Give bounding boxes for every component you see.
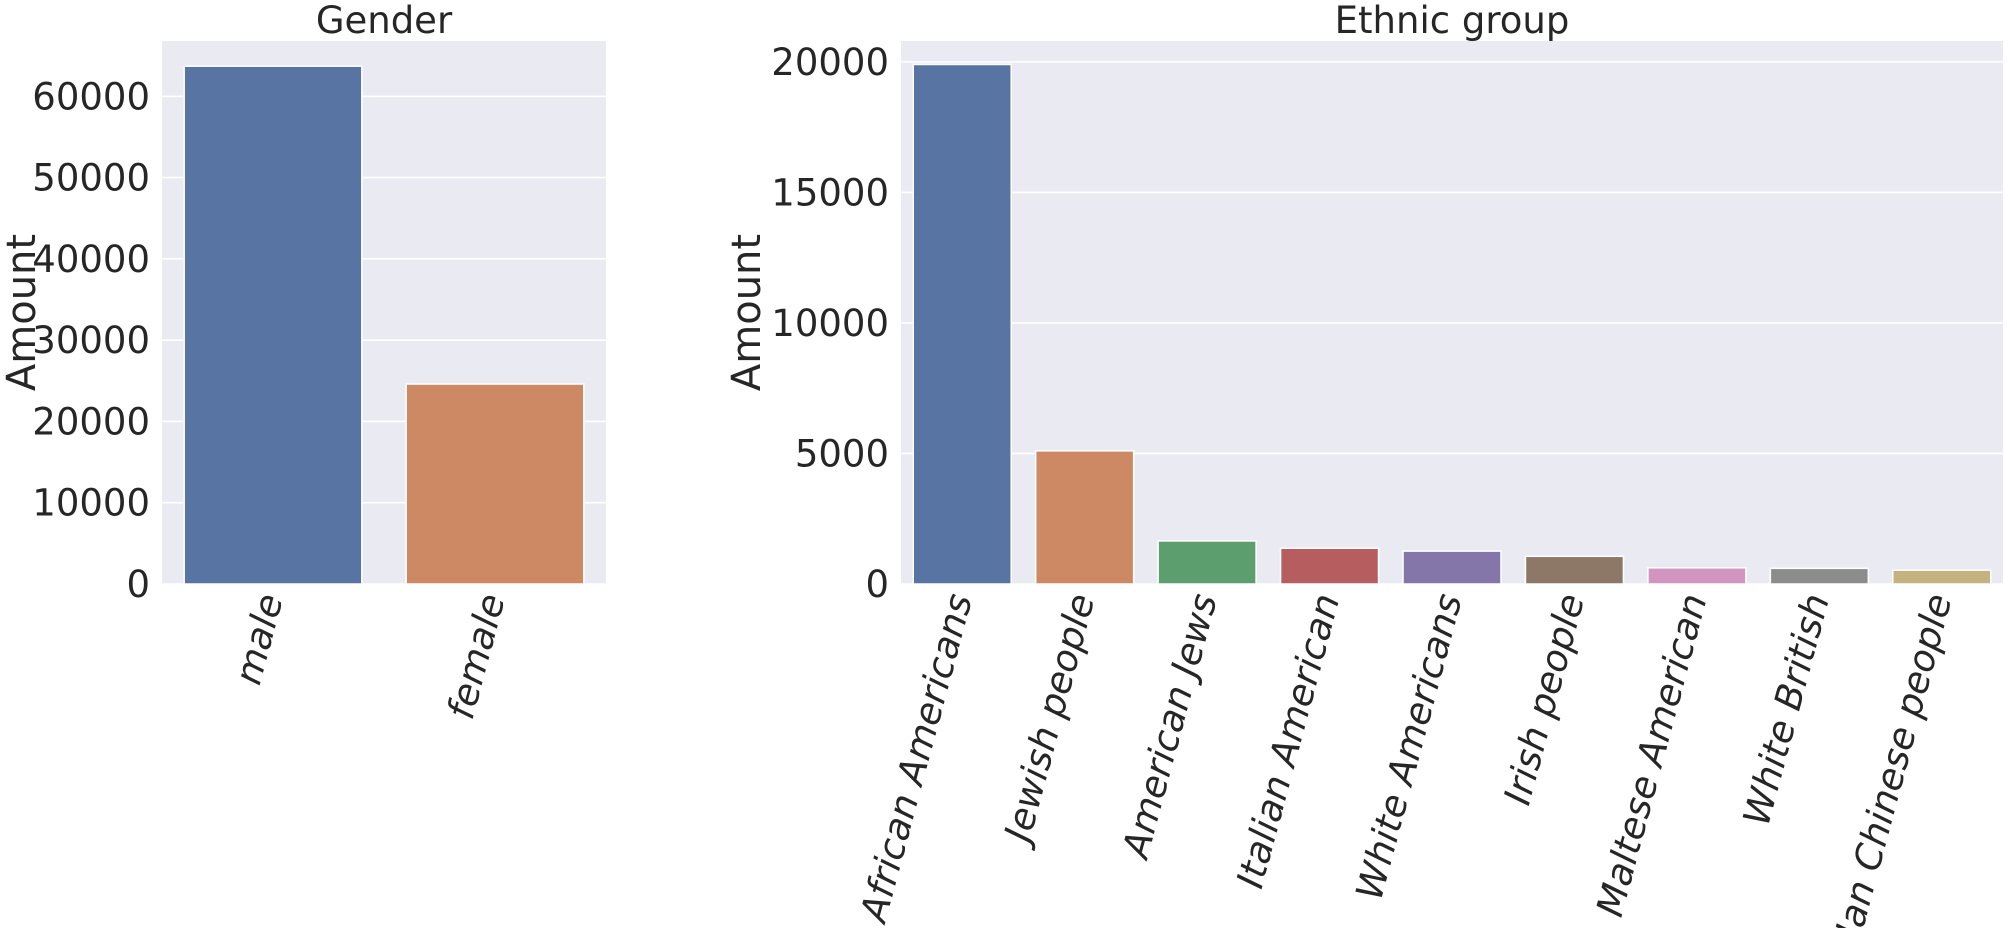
- bar-female: [405, 383, 585, 585]
- bar-american-jews: [1157, 540, 1257, 585]
- x-tick-label: Irish people: [1496, 589, 1594, 809]
- x-tick-label: American Jews: [1114, 589, 1226, 864]
- y-tick-label: 20000: [32, 400, 150, 443]
- x-tick-label: White British: [1735, 589, 1838, 830]
- x-tick-label: Maltese American: [1588, 589, 1715, 921]
- bar-male: [183, 65, 363, 585]
- x-tick-label: Han Chinese people: [1823, 589, 1960, 928]
- bar-han-chinese-people: [1892, 569, 1992, 585]
- y-tick-label: 15000: [771, 171, 889, 214]
- y-axis-label: Amount: [724, 234, 770, 391]
- chart-title: Gender: [316, 0, 453, 42]
- y-tick-label: 0: [865, 563, 889, 606]
- y-tick-label: 60000: [32, 75, 150, 118]
- x-tick-label: Jewish people: [994, 589, 1103, 852]
- y-tick-label: 20000: [771, 41, 889, 84]
- y-axis-label: Amount: [0, 234, 45, 391]
- gender-chart: 0 10000 20000 30000 40000 50000 60000 male femal…: [0, 0, 606, 724]
- x-tick-label: White Americans: [1348, 589, 1471, 904]
- x-tick-label: African Americans: [852, 589, 981, 928]
- bar-maltese-american: [1647, 567, 1747, 585]
- x-tick-label: female: [439, 589, 514, 723]
- x-tick-label: Italian American: [1228, 589, 1348, 892]
- chart-title: Ethnic group: [1335, 0, 1570, 42]
- bar-irish-people: [1524, 555, 1625, 585]
- bar-jewish-people: [1034, 450, 1135, 585]
- bar-white-british: [1769, 567, 1870, 585]
- bar-african-americans: [912, 63, 1012, 585]
- y-tick-label: 10000: [771, 302, 889, 345]
- bar-white-americans: [1402, 550, 1502, 585]
- x-tick-label: male: [226, 589, 291, 689]
- y-tick-label: 50000: [32, 157, 150, 200]
- ethnic-group-chart: 0 5000 10000 15000 20000 African Americans Jew…: [724, 0, 2003, 928]
- y-tick-label: 10000: [32, 482, 150, 525]
- y-tick-label: 40000: [32, 238, 150, 281]
- y-tick-label: 0: [126, 563, 150, 606]
- y-tick-label: 30000: [32, 319, 150, 362]
- y-tick-label: 5000: [795, 432, 889, 475]
- bar-italian-american: [1279, 547, 1380, 585]
